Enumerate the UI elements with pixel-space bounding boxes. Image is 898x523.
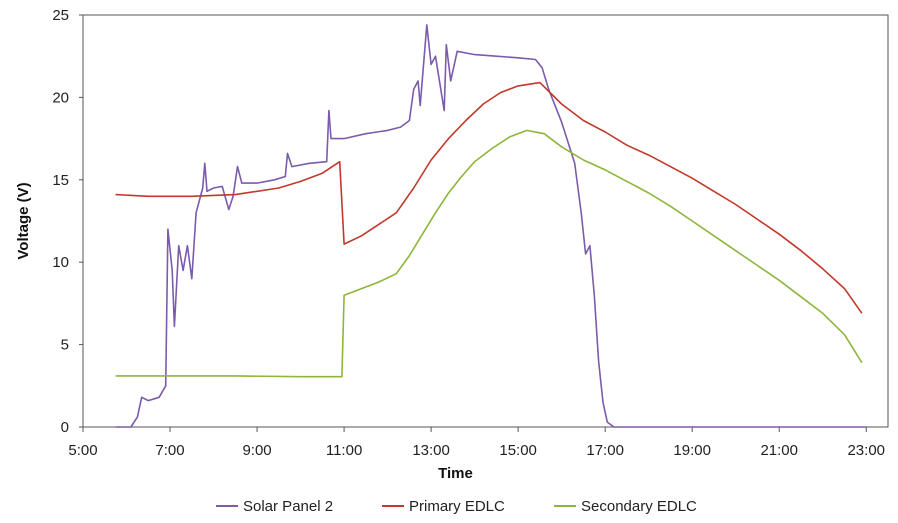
y-axis-title: Voltage (V) (15, 182, 32, 259)
y-tick-label: 15 (52, 172, 69, 189)
x-axis-ticks: 5:00 7:00 9:00 11:00 13:00 15:00 17:00 19:00 21:… (68, 427, 885, 459)
series-line-2 (115, 81, 863, 314)
y-tick-label: 25 (52, 7, 69, 24)
series-line-3 (115, 129, 863, 378)
x-tick-label: 7:00 (155, 442, 184, 459)
x-tick-label: 13:00 (412, 442, 450, 459)
x-axis-title: Time (438, 465, 473, 482)
x-tick-label: 21:00 (760, 442, 798, 459)
legend: Solar Panel 2 Primary EDLC Secondary EDLC (216, 498, 697, 515)
legend-label-1: Solar Panel 2 (243, 498, 333, 515)
y-tick-label: 20 (52, 89, 69, 106)
x-tick-label: 19:00 (673, 442, 711, 459)
plot-border (82, 14, 889, 428)
plot-frame (82, 14, 889, 428)
legend-label-3: Secondary EDLC (581, 498, 697, 515)
y-axis-ticks: 0 5 10 15 20 25 (52, 7, 83, 436)
x-tick-label: 5:00 (68, 442, 97, 459)
x-tick-label: 9:00 (242, 442, 271, 459)
x-tick-label: 11:00 (326, 442, 362, 459)
y-tick-label: 10 (52, 254, 69, 271)
x-tick-label: 17:00 (586, 442, 624, 459)
x-tick-label: 23:00 (847, 442, 885, 459)
y-tick-label: 0 (61, 419, 69, 436)
x-tick-label: 15:00 (499, 442, 537, 459)
series-layer (115, 24, 867, 428)
series-line-1 (115, 24, 867, 428)
y-tick-label: 5 (61, 337, 69, 354)
legend-label-2: Primary EDLC (409, 498, 505, 515)
